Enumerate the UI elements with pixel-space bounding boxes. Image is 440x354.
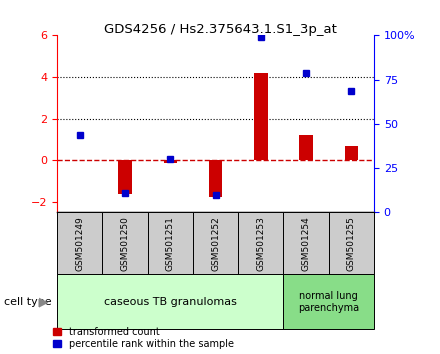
Text: normal lung
parenchyma: normal lung parenchyma <box>298 291 359 313</box>
Legend: transformed count, percentile rank within the sample: transformed count, percentile rank withi… <box>53 327 234 349</box>
Bar <box>238 212 283 274</box>
Bar <box>345 146 358 160</box>
Text: GSM501254: GSM501254 <box>301 216 311 271</box>
Bar <box>329 212 374 274</box>
Bar <box>283 212 329 274</box>
Text: cell type: cell type <box>4 297 52 307</box>
Text: caseous TB granulomas: caseous TB granulomas <box>104 297 237 307</box>
Text: GSM501252: GSM501252 <box>211 216 220 271</box>
Bar <box>299 135 313 160</box>
Bar <box>118 160 132 194</box>
Bar <box>57 212 103 274</box>
Text: ▶: ▶ <box>39 295 49 308</box>
Text: GSM501250: GSM501250 <box>121 216 130 271</box>
Bar <box>209 160 222 197</box>
Text: GSM501249: GSM501249 <box>75 216 84 271</box>
Bar <box>193 212 238 274</box>
Text: GSM501251: GSM501251 <box>166 216 175 271</box>
Text: GDS4256 / Hs2.375643.1.S1_3p_at: GDS4256 / Hs2.375643.1.S1_3p_at <box>103 23 337 36</box>
Text: GSM501253: GSM501253 <box>257 216 265 271</box>
Bar <box>283 274 374 329</box>
Bar <box>254 73 268 160</box>
Bar <box>148 212 193 274</box>
Bar <box>164 160 177 164</box>
Bar <box>103 212 148 274</box>
Bar <box>57 274 283 329</box>
Text: GSM501255: GSM501255 <box>347 216 356 271</box>
